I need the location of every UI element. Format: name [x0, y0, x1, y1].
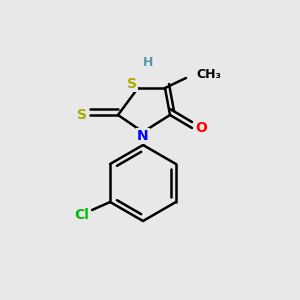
Text: S: S [127, 77, 137, 91]
Text: N: N [137, 129, 149, 143]
Text: S: S [77, 108, 87, 122]
Text: H: H [143, 56, 153, 68]
Text: CH₃: CH₃ [196, 68, 221, 80]
Text: Cl: Cl [75, 208, 89, 222]
Text: O: O [195, 121, 207, 135]
